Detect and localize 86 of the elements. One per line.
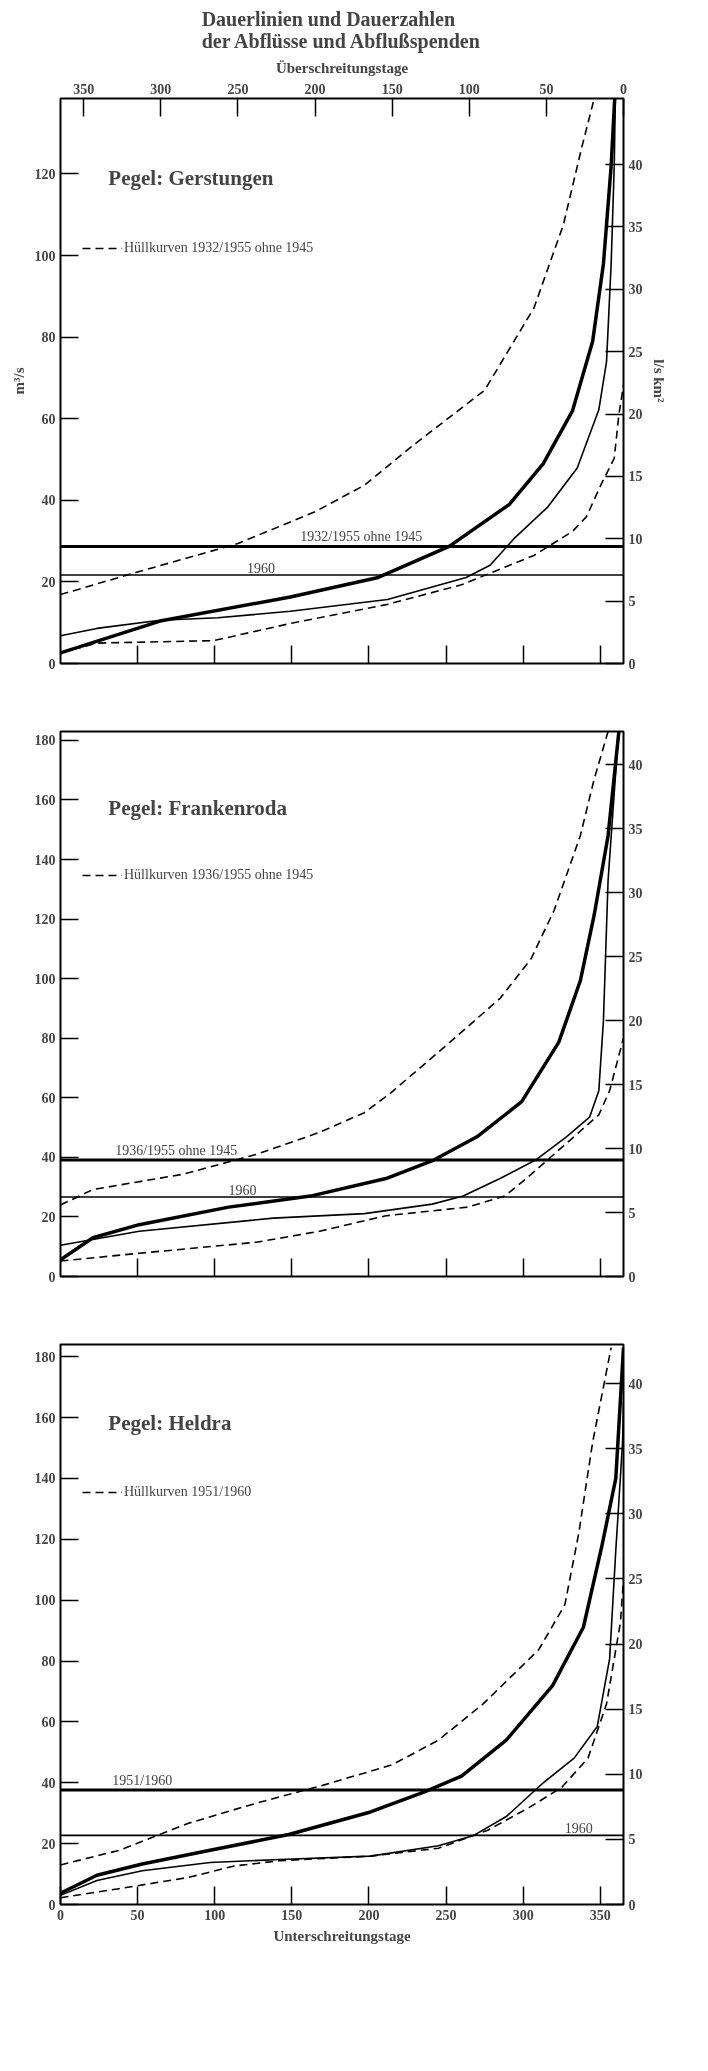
legend-label: Hüllkurven 1936/1955 ohne 1945 — [124, 867, 314, 883]
text: Pegel: Gerstungen — [108, 165, 274, 190]
y2-tick-label: 25 — [628, 1571, 643, 1587]
y-tick-label: 0 — [48, 656, 56, 672]
y2-tick-label: 30 — [628, 885, 643, 901]
y-tick-label: 20 — [41, 1209, 56, 1225]
legend-label: Hüllkurven 1932/1955 ohne 1945 — [124, 240, 314, 256]
y-tick-label: 160 — [34, 1410, 56, 1426]
y2-tick-label: 10 — [628, 1767, 643, 1783]
y-tick-label: 100 — [34, 1593, 56, 1609]
chart-title: Dauerlinien und Dauerzahlen der Abflüsse und Abflußspenden — [201, 7, 480, 53]
y2-tick-label: 30 — [628, 1506, 643, 1522]
y2-tick-label: 15 — [628, 469, 643, 485]
y-tick-label: 20 — [41, 574, 56, 590]
y-tick-label: 180 — [34, 733, 56, 749]
annotation: 1936/1955 ohne 1945 — [115, 1143, 238, 1159]
x-tick-label: 300 — [512, 1907, 534, 1923]
y-tick-label: 80 — [41, 1654, 56, 1670]
text: Pegel: Heldra — [108, 1410, 232, 1435]
x2-axis-title: Überschreitungstage — [275, 59, 409, 76]
annotation: 1932/1955 ohne 1945 — [300, 529, 423, 545]
y2-tick-label: 35 — [628, 1441, 643, 1457]
y-tick-label: 100 — [34, 971, 56, 987]
y-tick-label: 0 — [48, 1897, 56, 1913]
x2-tick-label: 0 — [620, 81, 627, 97]
y-tick-label: 80 — [41, 330, 56, 346]
annotation: 1960 — [564, 1821, 593, 1837]
text: Pegel: Frankenroda — [108, 795, 288, 820]
y-tick-label: 180 — [34, 1349, 56, 1365]
y2-tick-label: 35 — [628, 219, 643, 235]
y-tick-label: 100 — [34, 248, 56, 264]
y2-tick-label: 5 — [628, 1205, 636, 1221]
y-tick-label: 80 — [41, 1031, 56, 1047]
y-tick-label: 20 — [41, 1836, 56, 1852]
annotation: 1951/1960 — [112, 1773, 173, 1789]
y2-tick-label: 25 — [628, 344, 643, 360]
y2-tick-label: 25 — [628, 949, 643, 965]
y2-tick-label: 0 — [628, 656, 636, 672]
y-tick-label: 120 — [34, 912, 56, 928]
x2-tick-label: 50 — [539, 81, 554, 97]
y-tick-label: 40 — [41, 493, 56, 509]
y2-tick-label: 0 — [628, 1897, 636, 1913]
x2-tick-label: 300 — [150, 81, 172, 97]
y-axis-title: m³/s — [10, 367, 27, 395]
y2-tick-label: 40 — [628, 157, 643, 173]
x-axis-title: Unterschreitungstage — [273, 1927, 411, 1944]
y2-tick-label: 40 — [628, 1376, 643, 1392]
y-tick-label: 40 — [41, 1775, 56, 1791]
x2-tick-label: 100 — [458, 81, 480, 97]
x-tick-label: 350 — [589, 1907, 611, 1923]
annotation: 1960 — [228, 1182, 257, 1198]
y-tick-label: 40 — [41, 1150, 56, 1166]
y2-tick-label: 30 — [628, 282, 643, 298]
y2-tick-label: 20 — [628, 1013, 643, 1029]
y2-tick-label: 40 — [628, 757, 643, 773]
y2-tick-label: 5 — [628, 594, 636, 610]
y-tick-label: 160 — [34, 793, 56, 808]
y-tick-label: 0 — [48, 1269, 56, 1285]
legend-label: Hüllkurven 1951/1960 — [124, 1484, 252, 1500]
x-tick-label: 200 — [358, 1907, 380, 1923]
y-tick-label: 140 — [34, 852, 56, 868]
y2-tick-label: 0 — [628, 1269, 636, 1285]
y-tick-label: 60 — [41, 1714, 56, 1730]
y-tick-label: 60 — [41, 1090, 56, 1106]
x-tick-label: 50 — [130, 1907, 145, 1923]
y2-tick-label: 15 — [628, 1077, 643, 1093]
y-tick-label: 60 — [41, 411, 56, 427]
y2-tick-label: 5 — [628, 1832, 636, 1848]
x-tick-label: 100 — [204, 1907, 226, 1923]
y2-tick-label: 15 — [628, 1702, 643, 1718]
x2-tick-label: 200 — [304, 81, 326, 97]
y2-axis-title: l/s km² — [650, 359, 667, 404]
y-tick-label: 120 — [34, 166, 56, 182]
y2-tick-label: 10 — [628, 531, 643, 547]
y2-tick-label: 20 — [628, 407, 643, 423]
x2-tick-label: 350 — [73, 81, 95, 97]
x2-tick-label: 250 — [227, 81, 249, 97]
y-tick-label: 120 — [34, 1532, 56, 1548]
y2-tick-label: 20 — [628, 1637, 643, 1653]
y-tick-label: 140 — [34, 1471, 56, 1487]
y2-tick-label: 35 — [628, 821, 643, 837]
x-tick-label: 150 — [281, 1907, 303, 1923]
annotation: 1960 — [247, 560, 276, 576]
x2-tick-label: 150 — [381, 81, 403, 97]
y2-tick-label: 10 — [628, 1141, 643, 1157]
x-tick-label: 250 — [435, 1907, 457, 1923]
